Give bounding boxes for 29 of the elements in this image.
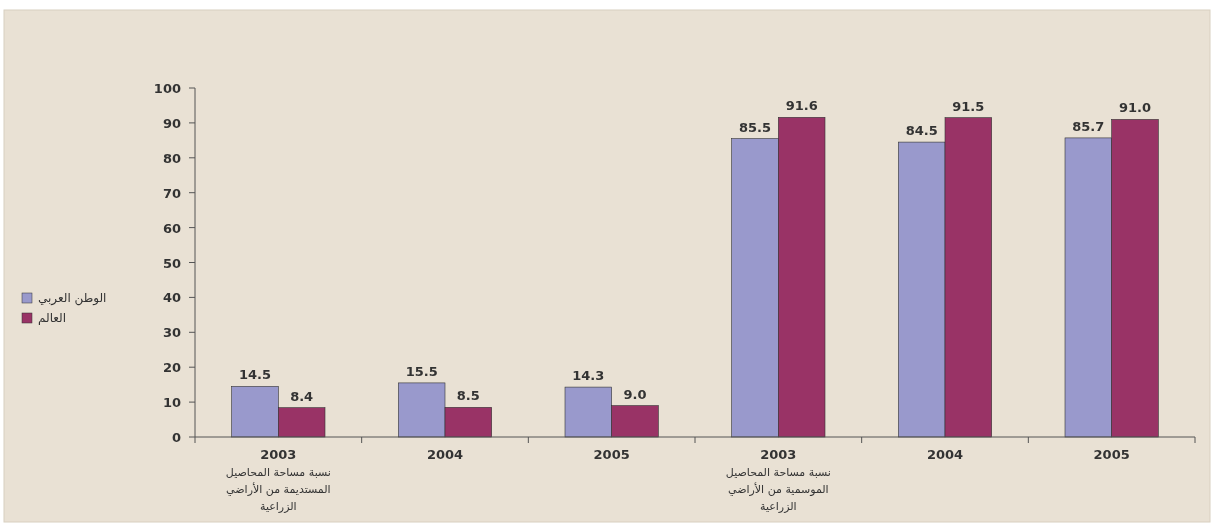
x-tick-label: 2005 [1093,447,1130,462]
y-tick-label: 50 [162,255,181,271]
y-tick-label: 40 [162,290,181,306]
data-label: 84.5 [905,123,938,139]
data-label: 15.5 [405,363,438,379]
data-label: 91.5 [952,98,985,114]
legend-label: العالم [38,311,67,325]
legend-label: الوطن العربي [38,291,107,306]
data-label: 14.3 [572,368,605,384]
data-label: 91.6 [785,98,818,114]
y-tick-label: 30 [162,325,181,341]
x-tick-label: 2004 [426,447,464,462]
y-tick-label: 80 [162,150,181,166]
x-tick-label: 2005 [593,447,630,462]
data-label: 8.4 [290,388,314,404]
y-tick-label: 60 [162,220,181,236]
data-label: 14.5 [238,367,272,383]
y-tick-label: 70 [162,185,181,201]
data-label: 9.0 [623,386,647,402]
y-tick-label: 10 [162,395,181,411]
data-label: 85.5 [738,119,772,135]
y-tick-label: 90 [162,115,181,131]
y-tick-label: 0 [171,430,181,445]
x-tick-label: 2004 [926,447,964,462]
y-tick-label: 100 [153,81,181,96]
data-label: 91.0 [1118,100,1152,116]
data-label: 8.5 [456,388,480,404]
y-tick-label: 20 [162,360,181,376]
data-label: 85.7 [1072,118,1105,134]
